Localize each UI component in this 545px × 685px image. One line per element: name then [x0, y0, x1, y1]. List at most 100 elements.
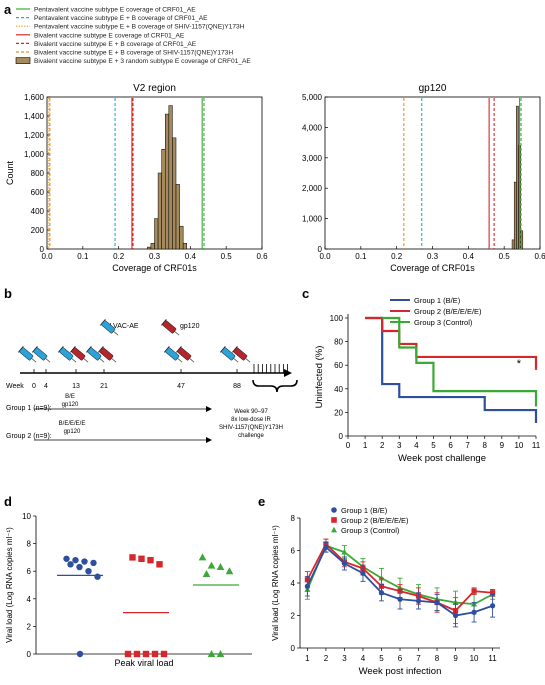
data-point	[85, 568, 92, 575]
y-tick-label: 2	[291, 612, 296, 621]
x-tick-label: 0.6	[256, 252, 268, 261]
x-tick-label: 0.4	[185, 252, 197, 261]
data-point	[151, 650, 159, 658]
data-point	[94, 573, 101, 580]
legend-entry: Pentavalent vaccine subtype E + B covera…	[34, 15, 208, 22]
chart-title: gp120	[419, 83, 447, 94]
syringe-week21-gp120	[97, 345, 117, 363]
data-point	[360, 570, 366, 576]
week-value: 13	[72, 383, 80, 390]
data-point	[129, 554, 136, 561]
chart-viral-load-timecourse: 1 2 3 4 5 6 7 8 9 10 11 0 2 4 6 8 Week post infection Vir…	[271, 506, 500, 677]
group2-text-2: gp120	[64, 429, 81, 435]
y-tick-label: 2	[27, 622, 32, 631]
x-tick-label: 0.0	[319, 252, 331, 261]
data-point	[489, 590, 496, 596]
syringe-needle	[177, 357, 183, 363]
x-axis-label: Week post challenge	[398, 453, 486, 464]
x-tick-label: 8	[435, 654, 440, 663]
histogram-bar	[182, 243, 188, 250]
x-tick-label: 0.5	[221, 252, 233, 261]
challenge-text-2: 8x low-dose IR	[231, 417, 271, 423]
syringe-plunger	[99, 318, 106, 326]
x-tick-label: 9	[500, 441, 505, 450]
survival-line	[382, 316, 538, 407]
x-tick-label: 8	[483, 441, 488, 450]
syringe-needle	[189, 357, 195, 363]
data-point	[225, 567, 234, 575]
x-tick-label: 11	[532, 441, 541, 450]
data-point	[452, 612, 459, 619]
x-tick-label: 0.6	[534, 252, 545, 261]
group1-text-1: B/E	[65, 394, 75, 400]
panel-label-c: c	[302, 286, 309, 301]
y-tick-label: 8	[27, 540, 32, 549]
x-axis-label: Peak viral load	[114, 658, 173, 668]
legend-entry: Pentavalent vaccine subtype E + B covera…	[34, 24, 245, 31]
x-tick-label: 5	[379, 654, 384, 663]
y-tick-label: 6	[291, 547, 296, 556]
challenge-text-3: SHIV-1157(QNE)Y173H	[219, 425, 283, 431]
legend-entry: Group 3 (Control)	[341, 526, 400, 535]
x-tick-label: 0.4	[463, 252, 475, 261]
y-tick-label: 20	[334, 408, 343, 417]
x-tick-label: 2	[380, 441, 385, 450]
data-point	[216, 650, 225, 657]
syringe-needle	[233, 357, 239, 363]
legend-entry: Bivalent vaccine subtype E + B coverage …	[34, 41, 197, 48]
legend-entry: Group 1 (B/E)	[414, 296, 461, 305]
panel-label-e: e	[258, 494, 265, 509]
legend-entry: Group 3 (Control)	[414, 318, 473, 327]
y-tick-label: 100	[330, 314, 344, 323]
x-tick-label: 10	[514, 441, 523, 450]
legend-entry: Bivalent vaccine subtype E + B coverage …	[34, 50, 233, 57]
chart-title: V2 region	[133, 83, 176, 94]
x-tick-label: 0.5	[499, 252, 511, 261]
x-tick-label: 11	[488, 654, 497, 663]
chart-survival: 0 1 2 3 4 5 6 7 8 9 10 11 0 20 40 60 80 100 Week post chal…	[314, 296, 541, 464]
syringe-plunger	[57, 345, 64, 353]
syringe-needle	[99, 357, 105, 363]
data-point	[147, 556, 154, 564]
week-value: 88	[233, 383, 241, 390]
x-tick-label: 3	[397, 441, 402, 450]
y-tick-label: 400	[31, 207, 45, 216]
syringe-needle	[83, 357, 89, 363]
legend-entry: Group 2 (B/E/E/E/E)	[414, 307, 482, 316]
syringe-week13-gp120	[69, 345, 89, 363]
x-tick-label: 10	[470, 654, 479, 663]
y-tick-label: 800	[31, 169, 45, 178]
x-tick-label: 0.2	[391, 252, 403, 261]
week-label: Week	[6, 383, 24, 390]
legend-swatch	[15, 57, 31, 64]
histogram-bar	[513, 181, 517, 250]
syringe-needle	[45, 357, 51, 363]
significance-star: *	[517, 358, 522, 370]
syringe-needle	[31, 357, 37, 363]
x-tick-label: 7	[416, 654, 421, 663]
data-point	[138, 555, 145, 562]
data-point	[142, 650, 150, 658]
challenge-brace	[252, 379, 298, 393]
y-tick-label: 0	[318, 245, 323, 254]
histogram-bar	[168, 105, 173, 250]
data-point	[124, 650, 132, 658]
syringe-plunger	[175, 345, 182, 353]
x-tick-label: 6	[448, 441, 453, 450]
challenge-text-1: Week 90–97	[234, 409, 268, 415]
x-tick-label: 0.0	[41, 252, 53, 261]
histogram-bar	[175, 184, 180, 250]
group-arrowhead	[206, 406, 212, 412]
syringe-plunger	[17, 345, 24, 353]
y-tick-label: 60	[334, 361, 343, 370]
syringe-needle	[71, 357, 77, 363]
immunization-schedule: ALVAC-AE gp120 Week Group 1 (n=9): B/E g…	[6, 318, 298, 443]
y-tick-label: 0	[291, 644, 296, 653]
syringe-week47-gp120	[175, 345, 195, 363]
y-tick-label: 40	[334, 385, 343, 394]
group2-label: Group 2 (n=9):	[6, 433, 52, 440]
histogram-bar	[157, 172, 162, 250]
gp120-label: gp120	[180, 323, 200, 330]
syringe-plunger	[85, 345, 92, 353]
x-tick-label: 4	[361, 654, 366, 663]
